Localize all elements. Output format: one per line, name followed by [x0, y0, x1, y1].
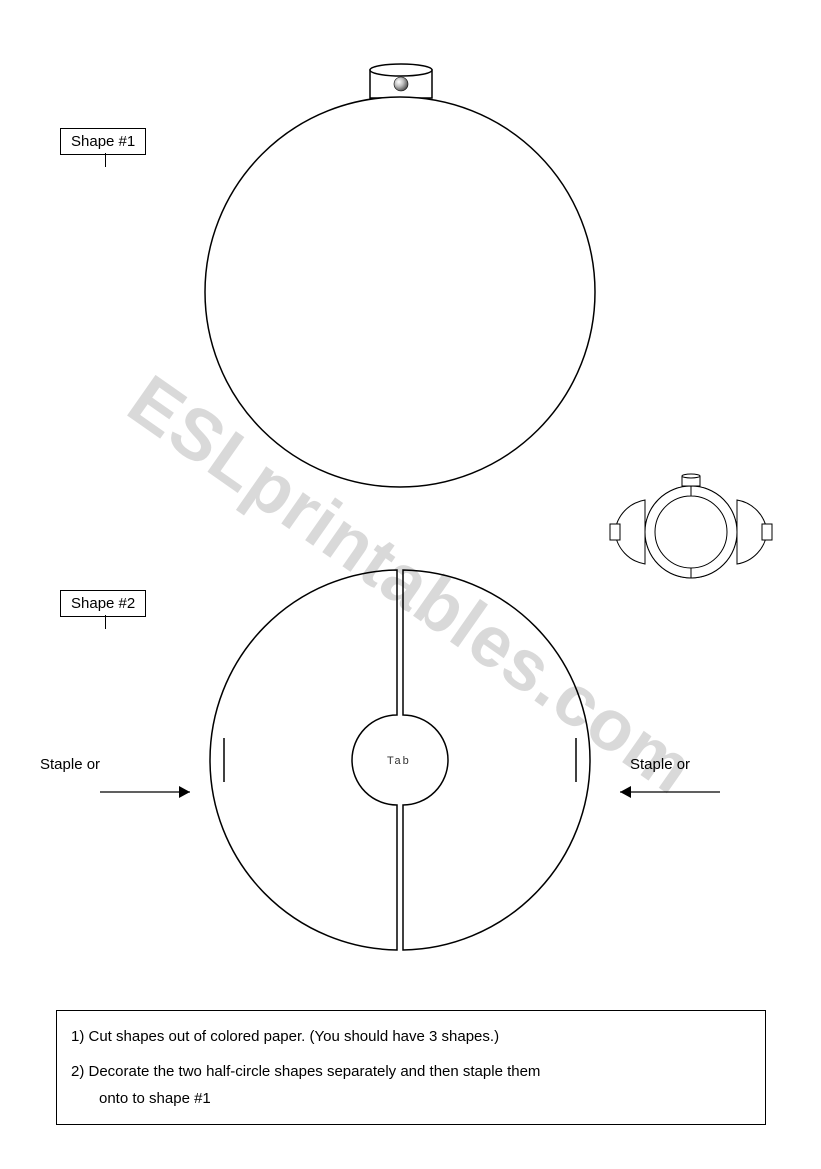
- tab-text: Tab: [387, 755, 411, 768]
- instruction-2a: 2) Decorate the two half-circle shapes s…: [71, 1058, 751, 1085]
- arrow-right: [0, 0, 821, 1169]
- worksheet-page: Shape #1 Shape #2: [0, 0, 821, 1169]
- instructions-box: 1) Cut shapes out of colored paper. (You…: [56, 1010, 766, 1125]
- instruction-1: 1) Cut shapes out of colored paper. (You…: [71, 1023, 751, 1050]
- instruction-2b: onto to shape #1: [71, 1085, 751, 1112]
